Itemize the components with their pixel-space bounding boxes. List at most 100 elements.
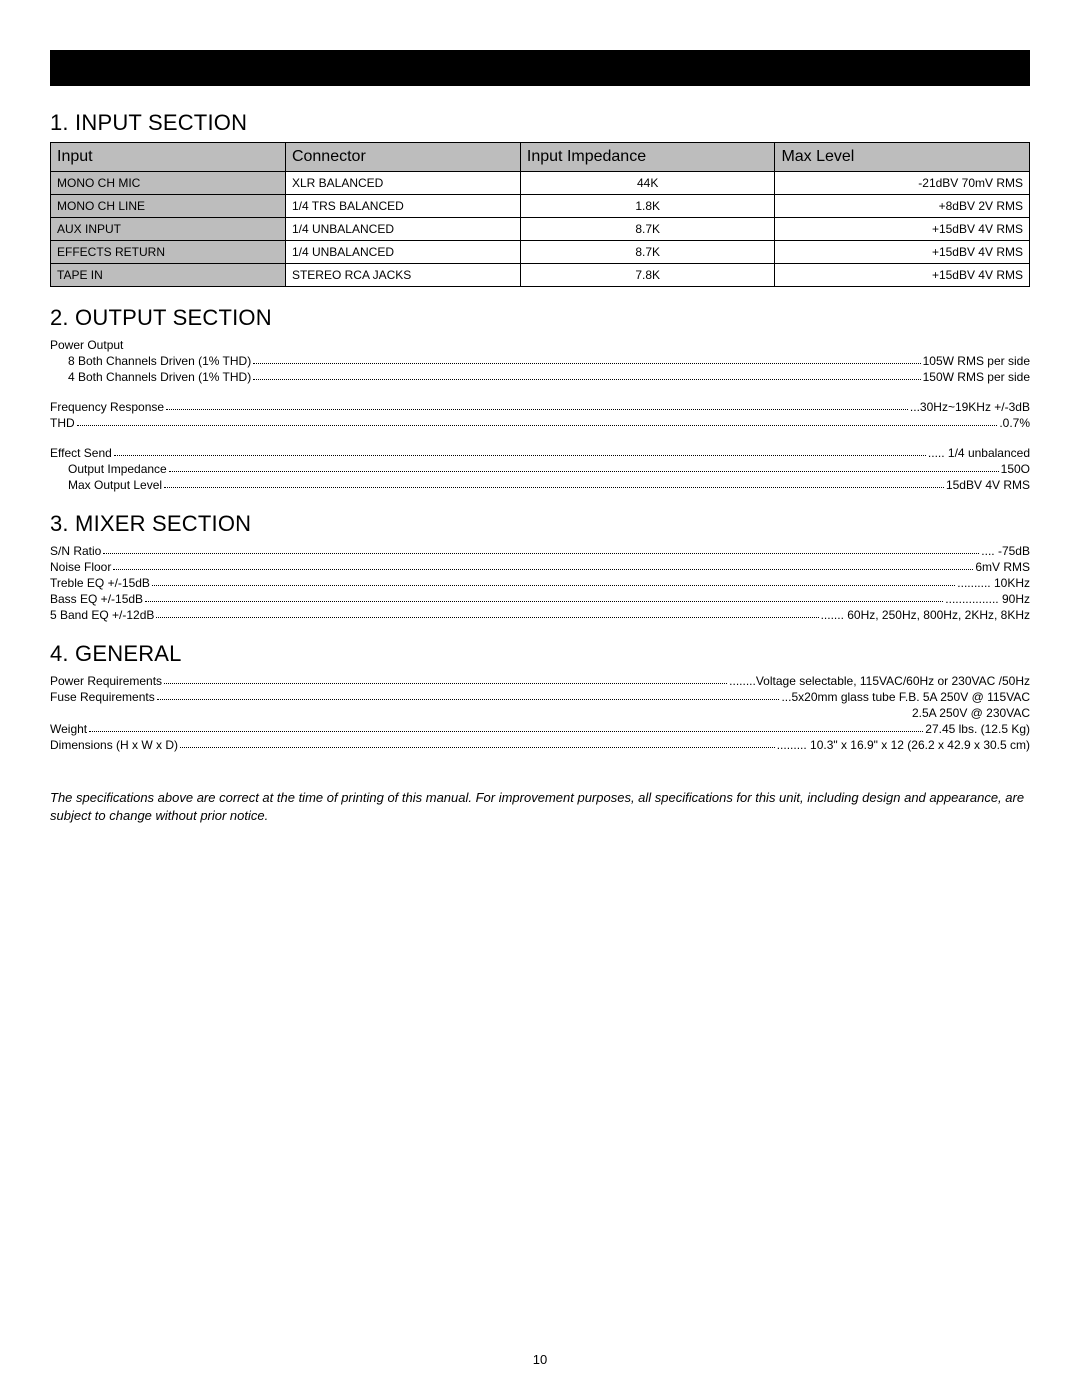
spec-line-value: ......... 10.3" x 16.9" x 12 (26.2 x 42.… bbox=[777, 737, 1030, 753]
cell-input: EFFECTS RETURN bbox=[51, 241, 286, 264]
spec-line-label: Fuse Requirements bbox=[50, 689, 155, 705]
output-lines-a: 8 Both Channels Driven (1% THD) 105W RMS … bbox=[50, 353, 1030, 385]
cell-impedance: 7.8K bbox=[520, 264, 775, 287]
cell-connector: 1/4 UNBALANCED bbox=[285, 241, 520, 264]
spec-line-value: 6mV RMS bbox=[975, 559, 1030, 575]
spec-line: 8 Both Channels Driven (1% THD) 105W RMS … bbox=[50, 353, 1030, 369]
table-body: MONO CH MICXLR BALANCED44K-21dBV 70mV RM… bbox=[51, 172, 1030, 287]
spec-line: Weight 27.45 lbs. (12.5 Kg) bbox=[50, 721, 1030, 737]
cell-max-level: -21dBV 70mV RMS bbox=[775, 172, 1030, 195]
table-row: AUX INPUT1/4 UNBALANCED8.7K+15dBV 4V RMS bbox=[51, 218, 1030, 241]
spec-line-label: Weight bbox=[50, 721, 87, 737]
table-row: MONO CH MICXLR BALANCED44K-21dBV 70mV RM… bbox=[51, 172, 1030, 195]
spec-line-value: ...5x20mm glass tube F.B. 5A 250V @ 115V… bbox=[781, 689, 1030, 705]
spec-line: Max Output Level 15dBV 4V RMS bbox=[50, 477, 1030, 493]
spec-line-label: Max Output Level bbox=[50, 477, 162, 493]
general-lines-a: Power Requirements ........Voltage selec… bbox=[50, 673, 1030, 705]
output-lines-c: Effect Send..... 1/4 unbalancedOutput Im… bbox=[50, 445, 1030, 493]
spec-line-label: Treble EQ +/-15dB bbox=[50, 575, 150, 591]
leader-dots bbox=[152, 575, 955, 586]
leader-dots bbox=[169, 461, 999, 472]
cell-connector: 1/4 TRS BALANCED bbox=[285, 195, 520, 218]
leader-dots bbox=[156, 607, 818, 618]
spec-line-label: Frequency Response bbox=[50, 399, 164, 415]
col-header-connector: Connector bbox=[285, 143, 520, 172]
cell-connector: STEREO RCA JACKS bbox=[285, 264, 520, 287]
spec-line: Treble EQ +/-15dB.......... 10KHz bbox=[50, 575, 1030, 591]
section-4-heading: 4. GENERAL bbox=[50, 641, 1030, 667]
cell-impedance: 8.7K bbox=[520, 218, 775, 241]
general-extra-right: 2.5A 250V @ 230VAC bbox=[50, 705, 1030, 721]
cell-input: MONO CH MIC bbox=[51, 172, 286, 195]
spec-line-value: .... -75dB bbox=[981, 543, 1030, 559]
output-lines-b: Frequency Response...30Hz~19KHz +/-3dBTH… bbox=[50, 399, 1030, 431]
leader-dots bbox=[114, 445, 926, 456]
cell-connector: XLR BALANCED bbox=[285, 172, 520, 195]
cell-max-level: +15dBV 4V RMS bbox=[775, 241, 1030, 264]
spec-line: Output Impedance 150O bbox=[50, 461, 1030, 477]
spec-line-label: 8 Both Channels Driven (1% THD) bbox=[50, 353, 251, 369]
spec-line: Frequency Response...30Hz~19KHz +/-3dB bbox=[50, 399, 1030, 415]
spec-line: Power Requirements ........Voltage selec… bbox=[50, 673, 1030, 689]
leader-dots bbox=[157, 689, 780, 700]
table-header-row: Input Connector Input Impedance Max Leve… bbox=[51, 143, 1030, 172]
leader-dots bbox=[166, 399, 908, 410]
spec-line-value: 150W RMS per side bbox=[923, 369, 1030, 385]
spec-line-label: Effect Send bbox=[50, 445, 112, 461]
spec-line-label: Noise Floor bbox=[50, 559, 111, 575]
spec-line: Bass EQ +/-15dB................ 90Hz bbox=[50, 591, 1030, 607]
spec-line: 5 Band EQ +/-12dB ....... 60Hz, 250Hz, 80… bbox=[50, 607, 1030, 623]
section-3-heading: 3. MIXER SECTION bbox=[50, 511, 1030, 537]
leader-dots bbox=[180, 737, 775, 748]
leader-dots bbox=[89, 721, 923, 732]
spec-line-value: 15dBV 4V RMS bbox=[946, 477, 1030, 493]
leader-dots bbox=[253, 369, 920, 380]
cell-input: MONO CH LINE bbox=[51, 195, 286, 218]
cell-input: TAPE IN bbox=[51, 264, 286, 287]
cell-max-level: +15dBV 4V RMS bbox=[775, 218, 1030, 241]
spec-line-value: 105W RMS per side bbox=[923, 353, 1030, 369]
leader-dots bbox=[103, 543, 979, 554]
leader-dots bbox=[145, 591, 943, 602]
spec-line-label: S/N Ratio bbox=[50, 543, 101, 559]
leader-dots bbox=[113, 559, 973, 570]
cell-connector: 1/4 UNBALANCED bbox=[285, 218, 520, 241]
spec-line: S/N Ratio .... -75dB bbox=[50, 543, 1030, 559]
table-row: EFFECTS RETURN1/4 UNBALANCED8.7K+15dBV 4… bbox=[51, 241, 1030, 264]
spec-line-value: ..... 1/4 unbalanced bbox=[928, 445, 1030, 461]
spec-line-label: Bass EQ +/-15dB bbox=[50, 591, 143, 607]
cell-impedance: 44K bbox=[520, 172, 775, 195]
general-lines-b: Weight 27.45 lbs. (12.5 Kg)Dimensions (H… bbox=[50, 721, 1030, 753]
disclaimer-text: The specifications above are correct at … bbox=[50, 789, 1030, 825]
spec-line-label: Output Impedance bbox=[50, 461, 167, 477]
spec-line-value: ....... 60Hz, 250Hz, 800Hz, 2KHz, 8KHz bbox=[821, 607, 1030, 623]
col-header-input: Input bbox=[51, 143, 286, 172]
spec-line-label: 5 Band EQ +/-12dB bbox=[50, 607, 154, 623]
input-section-table: Input Connector Input Impedance Max Leve… bbox=[50, 142, 1030, 287]
spec-line-value: 27.45 lbs. (12.5 Kg) bbox=[925, 721, 1030, 737]
cell-max-level: +8dBV 2V RMS bbox=[775, 195, 1030, 218]
spec-line: Effect Send ..... 1/4 unbalanced bbox=[50, 445, 1030, 461]
header-black-bar bbox=[50, 50, 1030, 86]
leader-dots bbox=[164, 477, 944, 488]
spec-line: Noise Floor 6mV RMS bbox=[50, 559, 1030, 575]
cell-max-level: +15dBV 4V RMS bbox=[775, 264, 1030, 287]
leader-dots bbox=[253, 353, 920, 364]
power-output-label: Power Output bbox=[50, 337, 1030, 353]
section-1-heading: 1. INPUT SECTION bbox=[50, 110, 1030, 136]
table-row: MONO CH LINE1/4 TRS BALANCED1.8K+8dBV 2V… bbox=[51, 195, 1030, 218]
spec-line-label: Power Requirements bbox=[50, 673, 162, 689]
leader-dots bbox=[77, 415, 998, 426]
spec-line: THD.0.7% bbox=[50, 415, 1030, 431]
section-2-heading: 2. OUTPUT SECTION bbox=[50, 305, 1030, 331]
cell-impedance: 1.8K bbox=[520, 195, 775, 218]
leader-dots bbox=[164, 673, 727, 684]
spec-line-label: 4 Both Channels Driven (1% THD) bbox=[50, 369, 251, 385]
spec-line-label: THD bbox=[50, 415, 75, 431]
spec-line: Dimensions (H x W x D) ......... 10.3" x… bbox=[50, 737, 1030, 753]
spec-page: 1. INPUT SECTION Input Connector Input I… bbox=[0, 0, 1080, 1397]
table-row: TAPE INSTEREO RCA JACKS7.8K+15dBV 4V RMS bbox=[51, 264, 1030, 287]
cell-input: AUX INPUT bbox=[51, 218, 286, 241]
col-header-impedance: Input Impedance bbox=[520, 143, 775, 172]
spec-line-value: 150O bbox=[1001, 461, 1030, 477]
